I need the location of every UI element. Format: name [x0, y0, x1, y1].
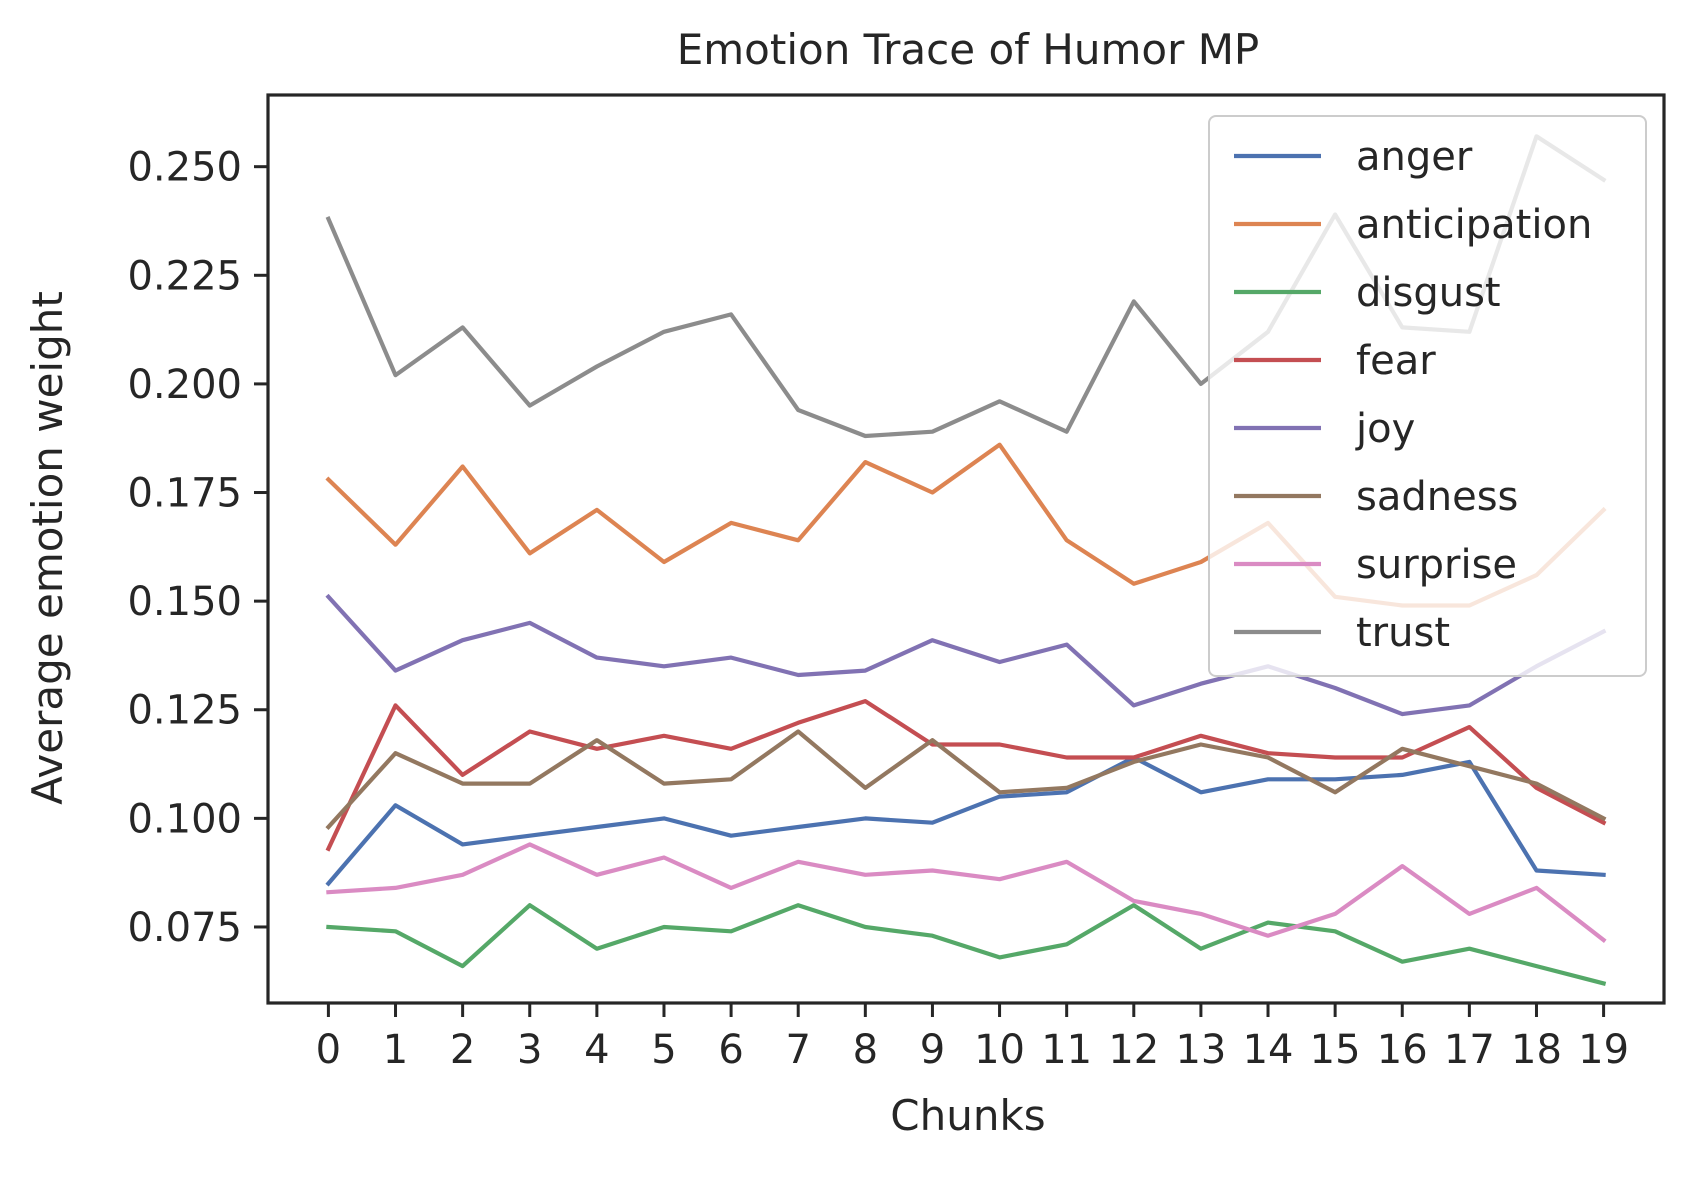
- x-tick-label: 2: [450, 1027, 475, 1073]
- x-tick-label: 16: [1377, 1027, 1428, 1073]
- x-tick-label: 1: [383, 1027, 408, 1073]
- y-tick-label: 0.200: [127, 362, 242, 408]
- x-tick-label: 7: [785, 1027, 810, 1073]
- x-tick-label: 13: [1175, 1027, 1226, 1073]
- x-tick-label: 10: [974, 1027, 1025, 1073]
- legend-label-fear: fear: [1356, 338, 1436, 384]
- x-tick-label: 11: [1041, 1027, 1092, 1073]
- y-tick-label: 0.125: [127, 688, 242, 734]
- plot-frame: [266, 93, 1666, 1005]
- x-tick-label: 4: [584, 1027, 609, 1073]
- x-tick-label: 18: [1511, 1027, 1562, 1073]
- axes-layer: 0 1 2 3 4 5 6 7 8 9 10 11 12 13 14 15 16 17 18 190.0750.100…: [127, 93, 1666, 1073]
- x-tick-label: 19: [1578, 1027, 1629, 1073]
- legend: anger anticipation disgust fear joy sadness su…: [1208, 115, 1647, 677]
- x-tick-label: 15: [1310, 1027, 1361, 1073]
- y-tick-label: 0.075: [127, 905, 242, 951]
- x-tick-label: 0: [316, 1027, 341, 1073]
- legend-label-trust: trust: [1356, 610, 1450, 656]
- legend-label-sadness: sadness: [1356, 474, 1518, 520]
- y-axis-title: Average emotion weight: [23, 291, 72, 805]
- legend-label-anticipation: anticipation: [1356, 202, 1592, 248]
- y-tick-label: 0.225: [127, 253, 242, 299]
- legend-label-disgust: disgust: [1356, 270, 1501, 316]
- series-line-joy: [325, 593, 1607, 717]
- series-line-surprise: [326, 842, 1607, 943]
- series-line-anger: [325, 755, 1606, 887]
- x-tick-label: 5: [651, 1027, 676, 1073]
- y-tick-label: 0.100: [127, 796, 242, 842]
- y-tick-label: 0.250: [127, 145, 242, 191]
- x-tick-label: 17: [1444, 1027, 1495, 1073]
- x-tick-label: 6: [718, 1027, 743, 1073]
- chart-title: Emotion Trace of Humor MP: [677, 25, 1260, 74]
- series-line-sadness: [325, 729, 1607, 830]
- x-tick-label: 3: [517, 1027, 542, 1073]
- series-line-disgust: [326, 903, 1607, 986]
- x-tick-label: 9: [920, 1027, 945, 1073]
- y-tick-label: 0.175: [127, 471, 242, 517]
- series-layer: [325, 134, 1607, 986]
- legend-label-surprise: surprise: [1356, 542, 1517, 588]
- x-axis-title: Chunks: [890, 1091, 1045, 1140]
- legend-label-joy: joy: [1355, 406, 1415, 452]
- legend-box: [1208, 115, 1647, 677]
- x-tick-label: 8: [853, 1027, 878, 1073]
- x-tick-label: 14: [1243, 1027, 1294, 1073]
- x-tick-label: 12: [1108, 1027, 1159, 1073]
- legend-label-anger: anger: [1356, 134, 1473, 180]
- y-tick-label: 0.150: [127, 579, 242, 625]
